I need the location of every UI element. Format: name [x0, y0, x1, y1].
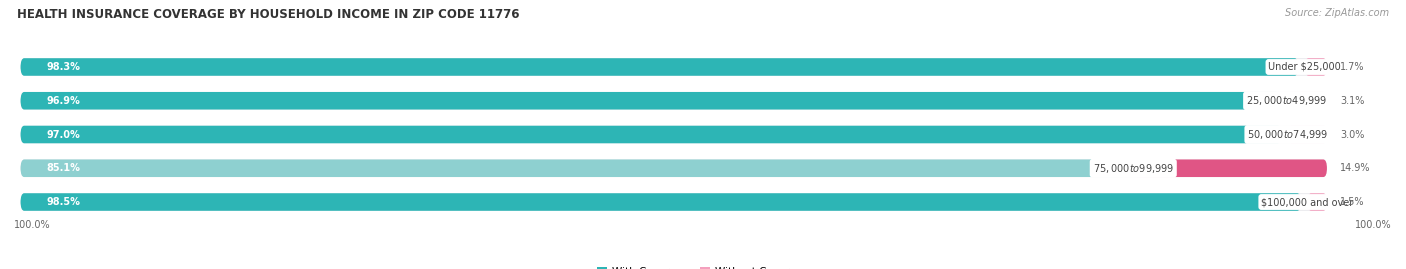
Text: 98.3%: 98.3%	[46, 62, 80, 72]
Text: 3.0%: 3.0%	[1340, 129, 1364, 140]
FancyBboxPatch shape	[1133, 160, 1327, 177]
FancyBboxPatch shape	[1288, 126, 1327, 143]
FancyBboxPatch shape	[21, 160, 1327, 177]
Text: 96.9%: 96.9%	[46, 96, 80, 106]
Legend: With Coverage, Without Coverage: With Coverage, Without Coverage	[592, 263, 814, 269]
FancyBboxPatch shape	[1305, 58, 1327, 76]
FancyBboxPatch shape	[21, 58, 1327, 76]
Text: Source: ZipAtlas.com: Source: ZipAtlas.com	[1285, 8, 1389, 18]
FancyBboxPatch shape	[21, 92, 1279, 109]
Text: 1.7%: 1.7%	[1340, 62, 1364, 72]
Text: 98.5%: 98.5%	[46, 197, 80, 207]
Text: 1.5%: 1.5%	[1340, 197, 1364, 207]
Text: HEALTH INSURANCE COVERAGE BY HOUSEHOLD INCOME IN ZIP CODE 11776: HEALTH INSURANCE COVERAGE BY HOUSEHOLD I…	[17, 8, 519, 21]
Text: Under $25,000: Under $25,000	[1268, 62, 1341, 72]
FancyBboxPatch shape	[1308, 193, 1327, 211]
Text: $75,000 to $99,999: $75,000 to $99,999	[1092, 162, 1174, 175]
FancyBboxPatch shape	[1286, 92, 1327, 109]
FancyBboxPatch shape	[21, 58, 1298, 76]
FancyBboxPatch shape	[21, 193, 1301, 211]
Text: 100.0%: 100.0%	[1355, 220, 1392, 229]
FancyBboxPatch shape	[21, 193, 1327, 211]
Text: $100,000 and over: $100,000 and over	[1261, 197, 1354, 207]
Text: 97.0%: 97.0%	[46, 129, 80, 140]
FancyBboxPatch shape	[21, 126, 1327, 143]
FancyBboxPatch shape	[21, 92, 1327, 109]
Text: $25,000 to $49,999: $25,000 to $49,999	[1246, 94, 1327, 107]
Text: 3.1%: 3.1%	[1340, 96, 1364, 106]
FancyBboxPatch shape	[21, 160, 1126, 177]
Text: 14.9%: 14.9%	[1340, 163, 1371, 173]
FancyBboxPatch shape	[21, 126, 1281, 143]
Text: 100.0%: 100.0%	[14, 220, 51, 229]
Text: $50,000 to $74,999: $50,000 to $74,999	[1247, 128, 1329, 141]
Text: 85.1%: 85.1%	[46, 163, 80, 173]
